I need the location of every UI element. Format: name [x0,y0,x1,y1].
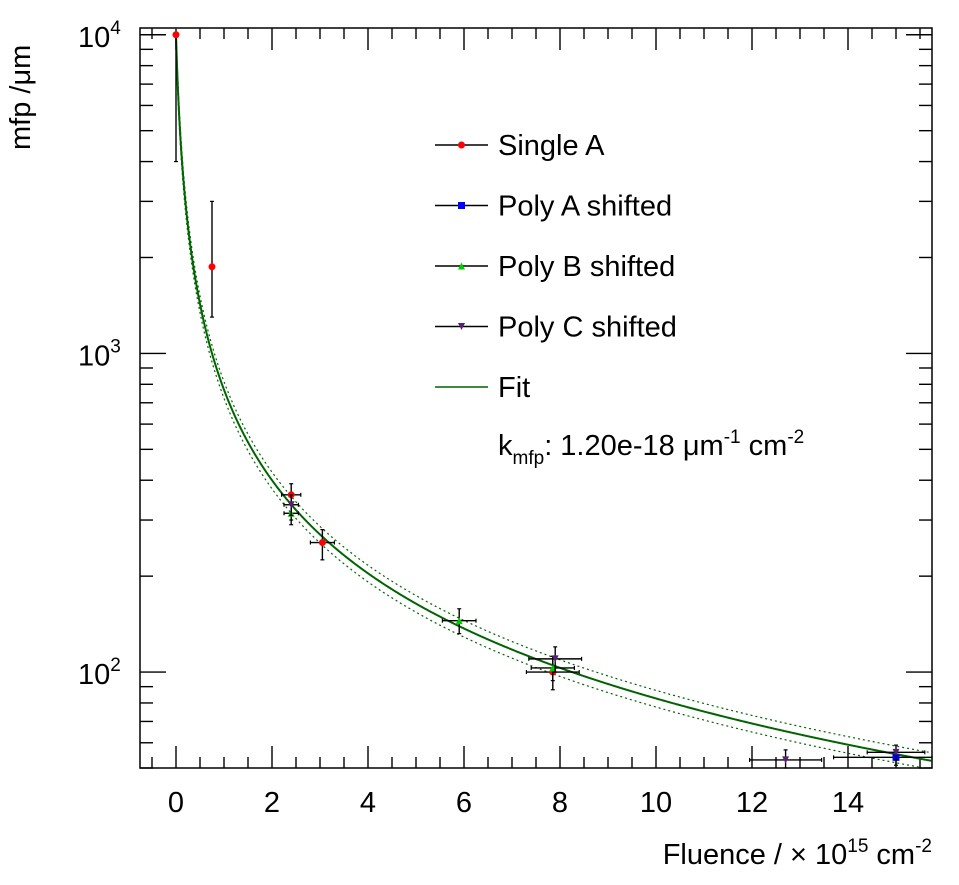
legend-entry: Poly C shifted [435,312,677,344]
legend-marker [458,323,465,330]
data-point [782,756,790,764]
annotation-prefix: k [498,430,513,462]
legend-entry: Single A [435,130,605,162]
x-axis-label-exponent: 15 [847,836,868,857]
annotation-unit-exponent-2: -2 [787,427,804,448]
legend-label: Poly C shifted [498,312,677,344]
x-axis-label-unit: cm [876,839,915,871]
series-poly-b-shifted [283,502,576,682]
fit-curve [175,34,932,762]
x-tick-label: 10 [640,787,672,819]
y-axis-label: mfp /μm [5,45,37,150]
x-axis-label-main: Fluence / × 10 [663,839,848,871]
x-axis-ticks: 0 2 4 6 8 10 12 14 [151,28,921,819]
x-axis-label-unit-exponent: -2 [915,836,932,857]
legend-label: Fit [498,372,530,404]
annotation-subscript: mfp [513,448,545,469]
x-tick-label: 14 [832,787,864,819]
x-tick-label: 2 [264,787,280,819]
y-tick-label: 102 [78,655,121,691]
fit-band-upper [175,28,932,754]
legend-label: Single A [498,130,605,162]
fit-annotation: kmfp: 1.20e-18 μm-1 cm-2 [498,427,804,469]
x-tick-label: 4 [360,787,376,819]
y-axis-ticks: 102 103 104 [78,18,932,769]
fit-layer [175,28,932,768]
annotation-value: : 1.20e-18 μm [544,430,724,462]
legend-marker [458,141,465,149]
series-poly-c-shifted [283,494,926,769]
legend-marker [458,202,465,209]
y-tick-label: 103 [78,336,121,372]
data-point [208,263,216,271]
data-point [455,617,463,625]
legend-entry: Fit [435,372,530,404]
x-tick-label: 8 [552,787,568,819]
y-tick-label: 104 [78,18,121,54]
legend-entry: Poly B shifted [435,251,675,283]
x-tick-label: 0 [168,787,184,819]
x-axis-label: Fluence / × 1015 cm-2 [663,836,932,871]
annotation-unit-mid: cm [741,430,788,462]
data-point [551,655,559,663]
legend-label: Poly B shifted [498,251,675,283]
fit-band-lower [175,43,928,768]
legend-entry: Poly A shifted [435,191,672,223]
data-point [318,539,326,547]
legend-label: Poly A shifted [498,191,672,223]
data-point [172,31,180,39]
annotation-unit-exponent-1: -1 [724,427,741,448]
data-layer [172,31,933,769]
x-tick-label: 12 [736,787,768,819]
data-point [287,501,295,509]
legend: Single A Poly A shifted Poly B shifted Poly… [435,130,677,404]
x-tick-label: 6 [456,787,472,819]
legend-marker [458,262,465,270]
data-point [892,748,900,756]
